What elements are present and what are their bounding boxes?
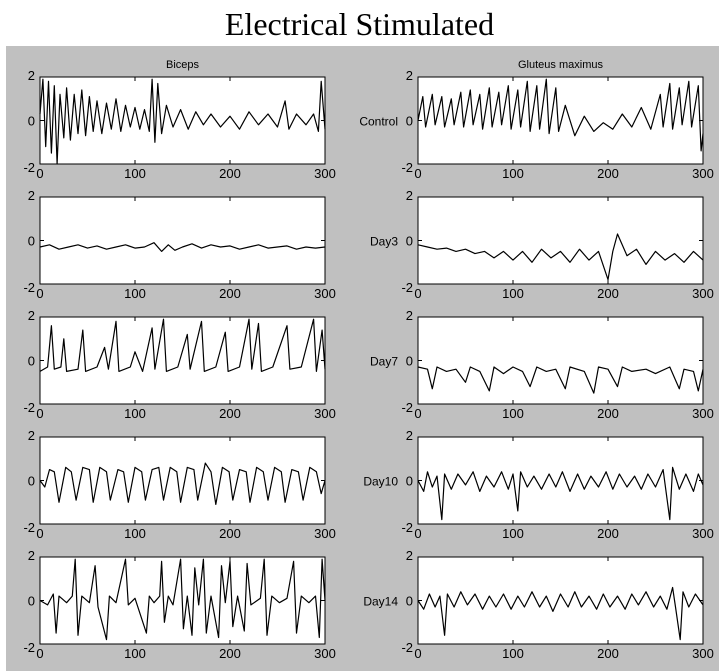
x-tick-label-gluteus-maximus-day3: 100 <box>502 286 524 301</box>
x-tick-label-biceps-day7: 100 <box>124 406 146 421</box>
y-tick-label-biceps-day14: 2 <box>28 548 35 563</box>
y-tick-label-gluteus-maximus-control: 0 <box>406 114 413 129</box>
x-tick-label-biceps-day10: 0 <box>36 526 43 541</box>
y-tick-label-gluteus-maximus-day7: -2 <box>401 400 413 415</box>
y-tick-label-biceps-day10: 0 <box>28 474 35 489</box>
column-title-biceps: Biceps <box>166 59 200 71</box>
x-tick-label-gluteus-maximus-control: 100 <box>502 166 524 181</box>
x-tick-label-gluteus-maximus-day10: 100 <box>502 526 524 541</box>
figure-title: Electrical Stimulated <box>224 6 495 42</box>
y-tick-label-gluteus-maximus-day10: 2 <box>406 428 413 443</box>
x-tick-label-biceps-control: 100 <box>124 166 146 181</box>
y-tick-label-gluteus-maximus-day3: 2 <box>406 188 413 203</box>
column-title-gluteus-maximus: Gluteus maximus <box>518 59 603 71</box>
y-tick-label-gluteus-maximus-day14: 2 <box>406 548 413 563</box>
x-tick-label-gluteus-maximus-day14: 100 <box>502 646 524 661</box>
x-tick-label-gluteus-maximus-day7: 100 <box>502 406 524 421</box>
x-tick-label-biceps-control: 300 <box>314 166 336 181</box>
series-line-gluteus-maximus-day14 <box>417 586 704 641</box>
y-tick-label-biceps-day7: 2 <box>28 308 35 323</box>
y-tick-label-gluteus-maximus-day3: -2 <box>401 280 413 295</box>
x-tick-label-biceps-day7: 200 <box>219 406 241 421</box>
axes-gluteus-maximus-day14 <box>417 556 704 645</box>
x-tick-label-gluteus-maximus-day14: 200 <box>597 646 619 661</box>
y-tick-label-biceps-day10: 2 <box>28 428 35 443</box>
series-line-biceps-day10 <box>39 462 326 505</box>
x-tick-label-biceps-day14: 200 <box>219 646 241 661</box>
x-tick-label-biceps-day14: 0 <box>36 646 43 661</box>
x-tick-label-biceps-day14: 100 <box>124 646 146 661</box>
x-tick-label-biceps-day3: 300 <box>314 286 336 301</box>
x-tick-label-gluteus-maximus-day3: 200 <box>597 286 619 301</box>
x-tick-label-gluteus-maximus-control: 200 <box>597 166 619 181</box>
y-tick-label-biceps-control: 2 <box>28 68 35 83</box>
row-label-day14: Day14 <box>363 595 398 609</box>
x-tick-label-gluteus-maximus-day7: 300 <box>692 406 714 421</box>
axes-gluteus-maximus-control <box>417 76 704 165</box>
y-tick-label-gluteus-maximus-day7: 0 <box>406 354 413 369</box>
y-tick-label-gluteus-maximus-day14: 0 <box>406 594 413 609</box>
row-label-day3: Day3 <box>370 235 398 249</box>
y-tick-label-biceps-day7: -2 <box>23 400 35 415</box>
y-tick-label-biceps-control: -2 <box>23 160 35 175</box>
x-tick-label-gluteus-maximus-day7: 200 <box>597 406 619 421</box>
series-line-biceps-day14 <box>39 558 326 641</box>
axes-biceps-day10 <box>39 436 326 525</box>
x-tick-label-gluteus-maximus-day14: 0 <box>414 646 421 661</box>
y-tick-label-gluteus-maximus-day7: 2 <box>406 308 413 323</box>
series-line-gluteus-maximus-day3 <box>417 233 704 281</box>
y-tick-label-biceps-day14: 0 <box>28 594 35 609</box>
x-tick-label-gluteus-maximus-day14: 300 <box>692 646 714 661</box>
y-tick-label-gluteus-maximus-day3: 0 <box>406 234 413 249</box>
axes-biceps-day3 <box>39 196 326 285</box>
x-tick-label-biceps-day14: 300 <box>314 646 336 661</box>
y-tick-label-biceps-day3: 0 <box>28 234 35 249</box>
y-tick-label-biceps-day3: 2 <box>28 188 35 203</box>
x-tick-label-biceps-day10: 300 <box>314 526 336 541</box>
axes-gluteus-maximus-day3 <box>417 196 704 285</box>
x-tick-label-gluteus-maximus-control: 300 <box>692 166 714 181</box>
y-tick-label-biceps-control: 0 <box>28 114 35 129</box>
y-tick-label-gluteus-maximus-day14: -2 <box>401 640 413 655</box>
x-tick-label-gluteus-maximus-control: 0 <box>414 166 421 181</box>
x-tick-label-biceps-day7: 0 <box>36 406 43 421</box>
y-tick-label-gluteus-maximus-control: 2 <box>406 68 413 83</box>
x-tick-label-biceps-day3: 200 <box>219 286 241 301</box>
y-tick-label-biceps-day14: -2 <box>23 640 35 655</box>
y-tick-label-gluteus-maximus-control: -2 <box>401 160 413 175</box>
x-tick-label-gluteus-maximus-day3: 300 <box>692 286 714 301</box>
y-tick-label-biceps-day7: 0 <box>28 354 35 369</box>
x-tick-label-gluteus-maximus-day10: 300 <box>692 526 714 541</box>
axes-gluteus-maximus-day7 <box>417 316 704 405</box>
y-tick-label-gluteus-maximus-day10: 0 <box>406 474 413 489</box>
x-tick-label-biceps-day10: 100 <box>124 526 146 541</box>
y-tick-label-biceps-day10: -2 <box>23 520 35 535</box>
series-line-biceps-day3 <box>39 242 326 252</box>
x-tick-label-biceps-day10: 200 <box>219 526 241 541</box>
x-tick-label-gluteus-maximus-day7: 0 <box>414 406 421 421</box>
series-line-biceps-control <box>39 78 326 165</box>
row-label-day10: Day10 <box>363 475 398 489</box>
axes-gluteus-maximus-day10 <box>417 436 704 525</box>
y-tick-label-biceps-day3: -2 <box>23 280 35 295</box>
row-label-day7: Day7 <box>370 355 398 369</box>
x-tick-label-biceps-control: 200 <box>219 166 241 181</box>
x-tick-label-gluteus-maximus-day3: 0 <box>414 286 421 301</box>
x-tick-label-biceps-day7: 300 <box>314 406 336 421</box>
axes-biceps-control <box>39 76 326 165</box>
series-line-gluteus-maximus-day10 <box>417 466 704 521</box>
x-tick-label-gluteus-maximus-day10: 200 <box>597 526 619 541</box>
x-tick-label-gluteus-maximus-day10: 0 <box>414 526 421 541</box>
y-tick-label-gluteus-maximus-day10: -2 <box>401 520 413 535</box>
series-line-gluteus-maximus-day7 <box>417 366 704 394</box>
axes-biceps-day7 <box>39 316 326 405</box>
x-tick-label-biceps-day3: 0 <box>36 286 43 301</box>
row-label-control: Control <box>359 115 398 129</box>
x-tick-label-biceps-day3: 100 <box>124 286 146 301</box>
x-tick-label-biceps-control: 0 <box>36 166 43 181</box>
series-line-biceps-day7 <box>39 318 326 372</box>
series-line-gluteus-maximus-control <box>417 78 704 152</box>
